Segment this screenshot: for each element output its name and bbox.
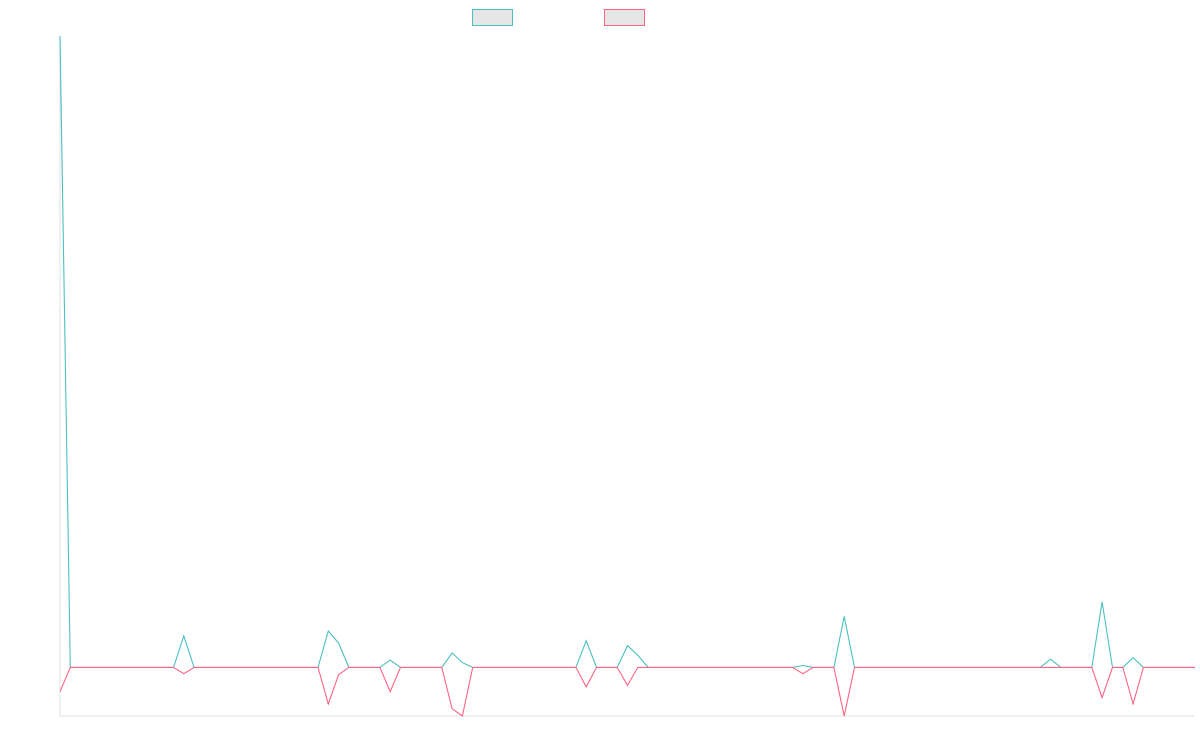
legend-swatch-1[interactable] — [472, 9, 513, 26]
legend-item-2[interactable] — [604, 9, 645, 26]
series-line-1 — [59, 35, 1195, 668]
legend-swatch-2[interactable] — [604, 9, 645, 26]
legend-item-1[interactable] — [472, 9, 513, 26]
series-line-2 — [59, 666, 1195, 717]
